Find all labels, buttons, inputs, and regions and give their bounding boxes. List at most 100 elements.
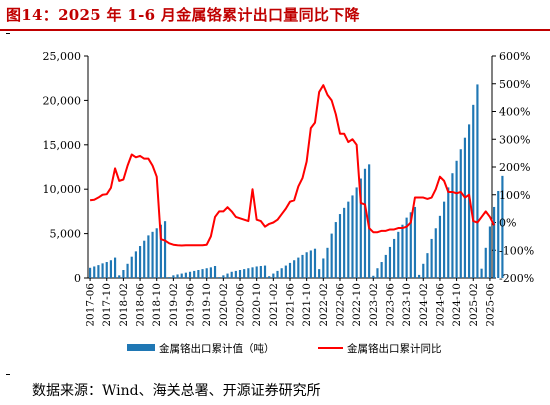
bar: [326, 247, 329, 278]
x-tick-label: 2018-06: [135, 283, 147, 327]
bar: [134, 251, 137, 278]
x-tick-label: 2022-10: [351, 283, 363, 327]
bar: [313, 248, 317, 278]
y-right-tick-label: 500%: [499, 78, 530, 91]
x-tick-label: 2024-02: [418, 283, 430, 327]
bar: [305, 252, 308, 278]
bar: [443, 201, 446, 278]
x-tick-label: 2025-06: [484, 283, 496, 327]
bar: [430, 238, 433, 278]
bar: [293, 260, 296, 278]
bar: [484, 247, 487, 278]
x-tick-label: 2025-02: [468, 283, 480, 327]
x-tick-label: 2022-06: [334, 283, 346, 327]
bar: [230, 271, 233, 278]
x-tick-label: 2021-02: [268, 283, 280, 327]
bar: [205, 268, 208, 278]
bar: [422, 263, 425, 278]
data-source: 数据来源：Wind、海关总署、开源证券研究所: [32, 383, 321, 399]
bar: [384, 254, 387, 278]
bar: [243, 269, 246, 278]
bar: [343, 207, 346, 278]
bar: [193, 270, 196, 278]
legend-bar-swatch: [127, 344, 155, 351]
bar: [297, 257, 300, 278]
bar: [405, 217, 408, 278]
corner-mark: [6, 33, 10, 34]
bar: [488, 226, 491, 278]
y-right-tick-label: -200%: [499, 272, 534, 285]
bar: [155, 228, 158, 278]
y-left-tick-label: 5,000: [50, 228, 82, 241]
x-tick-label: 2018-10: [151, 283, 163, 327]
yoy-line: [89, 84, 495, 247]
bar: [93, 266, 96, 278]
bar-series: [89, 84, 504, 278]
bar: [130, 256, 133, 278]
bar: [368, 164, 371, 278]
y-right-tick-label: 0%: [499, 217, 516, 230]
bar: [138, 246, 142, 278]
bar: [463, 137, 467, 278]
bar: [501, 175, 504, 278]
bar: [272, 273, 275, 278]
bar: [89, 267, 92, 278]
chart-svg: 0 5,000 10,000 15,000 20,000 25,000 -200% -100%…: [43, 50, 535, 355]
title-underline: [0, 29, 550, 31]
bar: [393, 238, 396, 278]
bar: [259, 266, 262, 278]
chart-area: 0 5,000 10,000 15,000 20,000 25,000 -200% -100%…: [0, 38, 550, 368]
bar: [322, 258, 325, 278]
bar: [122, 270, 125, 278]
y-left-tick-label: 10,000: [43, 183, 82, 196]
bar: [218, 277, 221, 278]
bar: [434, 228, 437, 278]
bar: [222, 275, 225, 278]
bar: [234, 270, 237, 278]
axis-labels: 0 5,000 10,000 15,000 20,000 25,000 -200% -100%…: [43, 50, 535, 327]
bar: [118, 275, 121, 278]
x-tick-label: 2023-10: [401, 283, 413, 327]
bar: [151, 231, 154, 278]
x-tick-label: 2021-06: [285, 283, 297, 327]
y-right-tick-label: 300%: [499, 133, 530, 146]
bar: [201, 269, 204, 278]
bar: [209, 267, 212, 278]
bar: [238, 270, 242, 278]
x-tick-label: 2018-02: [118, 283, 130, 327]
y-left-tick-label: 0: [74, 272, 81, 285]
bar: [472, 104, 475, 278]
bar: [168, 277, 171, 278]
bar: [188, 271, 192, 278]
bar: [318, 269, 321, 278]
bar: [163, 221, 167, 278]
bar: [176, 274, 179, 278]
bar: [301, 254, 304, 278]
x-tick-label: 2017-10: [101, 283, 113, 327]
x-tick-label: 2024-06: [434, 283, 446, 327]
bar: [372, 275, 375, 278]
bar: [426, 253, 429, 278]
x-tick-label: 2019-06: [185, 283, 197, 327]
bar: [493, 206, 496, 278]
bar: [388, 246, 392, 278]
x-tick-label: 2023-02: [368, 283, 380, 327]
legend-line-label: 金属铬出口累计同比: [347, 342, 442, 355]
bar: [268, 276, 271, 278]
axes: [84, 55, 496, 281]
y-left-tick-label: 20,000: [43, 94, 82, 107]
legend-bar-label: 金属铬出口累计值（吨）: [159, 342, 275, 355]
y-right-tick-label: 100%: [499, 189, 530, 202]
bar: [351, 195, 354, 278]
y-left-tick-label: 15,000: [43, 139, 82, 152]
bar: [355, 187, 358, 278]
bar: [413, 206, 417, 278]
bar: [280, 268, 283, 278]
bar: [197, 270, 200, 278]
bar: [363, 168, 367, 278]
bar: [143, 240, 146, 278]
bar: [497, 190, 500, 278]
bar: [172, 275, 175, 278]
bar: [263, 265, 267, 278]
bar: [113, 257, 117, 278]
